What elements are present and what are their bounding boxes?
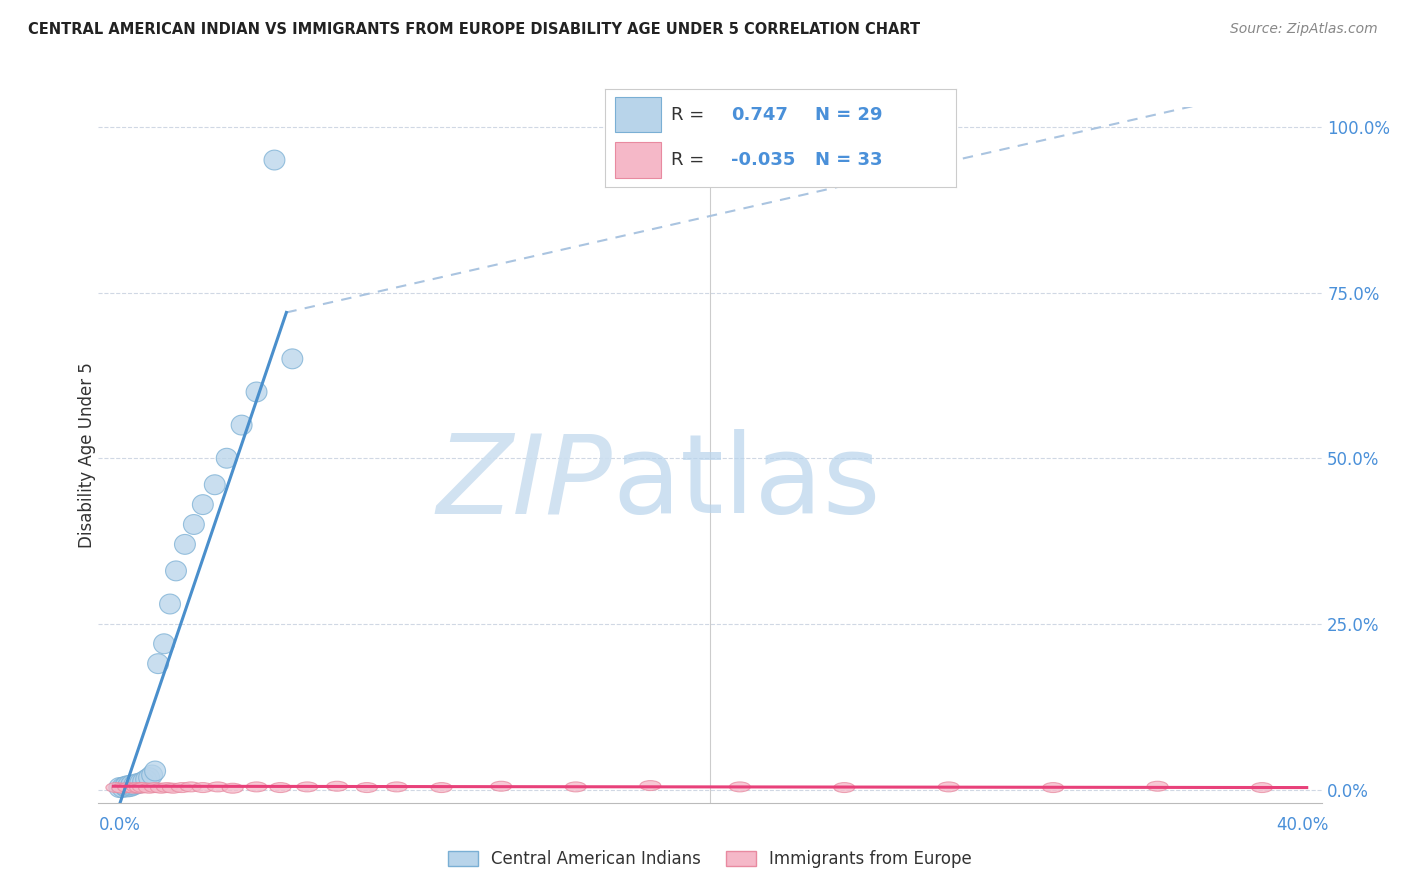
Ellipse shape <box>132 782 153 792</box>
Text: N = 29: N = 29 <box>815 106 883 124</box>
Text: 0.0%: 0.0% <box>98 816 141 834</box>
Ellipse shape <box>127 773 148 794</box>
Ellipse shape <box>163 783 183 793</box>
Y-axis label: Disability Age Under 5: Disability Age Under 5 <box>79 362 96 548</box>
Text: 40.0%: 40.0% <box>1277 816 1329 834</box>
Ellipse shape <box>115 777 136 797</box>
Ellipse shape <box>118 776 139 796</box>
Ellipse shape <box>148 654 169 673</box>
Ellipse shape <box>145 782 166 792</box>
Ellipse shape <box>297 782 318 792</box>
Text: atlas: atlas <box>612 429 880 536</box>
Ellipse shape <box>129 783 150 793</box>
Ellipse shape <box>204 475 225 495</box>
Ellipse shape <box>246 382 267 402</box>
Ellipse shape <box>139 768 160 788</box>
Ellipse shape <box>112 783 132 793</box>
Ellipse shape <box>281 349 302 368</box>
Ellipse shape <box>153 634 174 654</box>
Ellipse shape <box>132 772 153 791</box>
Ellipse shape <box>938 782 959 792</box>
Text: 0.747: 0.747 <box>731 106 787 124</box>
Text: -0.035: -0.035 <box>731 151 796 169</box>
Ellipse shape <box>1251 782 1272 792</box>
Ellipse shape <box>115 776 136 797</box>
Ellipse shape <box>193 495 214 515</box>
Ellipse shape <box>183 515 204 534</box>
Ellipse shape <box>270 782 291 792</box>
Ellipse shape <box>121 775 142 795</box>
Ellipse shape <box>1043 782 1063 792</box>
Ellipse shape <box>112 778 132 797</box>
Text: R =: R = <box>672 106 704 124</box>
Ellipse shape <box>565 782 586 792</box>
Ellipse shape <box>180 782 201 792</box>
Bar <box>616 97 661 132</box>
Ellipse shape <box>357 782 377 792</box>
Ellipse shape <box>127 782 148 792</box>
Ellipse shape <box>108 778 129 797</box>
Ellipse shape <box>1147 781 1168 791</box>
Ellipse shape <box>156 782 177 792</box>
Ellipse shape <box>174 534 195 554</box>
Bar <box>616 142 661 178</box>
Ellipse shape <box>730 782 751 792</box>
Ellipse shape <box>231 415 252 435</box>
Ellipse shape <box>105 782 127 792</box>
Text: R =: R = <box>672 151 704 169</box>
Ellipse shape <box>834 782 855 792</box>
Ellipse shape <box>150 783 172 793</box>
Text: Source: ZipAtlas.com: Source: ZipAtlas.com <box>1230 22 1378 37</box>
Ellipse shape <box>142 765 163 785</box>
Ellipse shape <box>118 782 139 792</box>
Ellipse shape <box>491 781 512 791</box>
Ellipse shape <box>246 782 267 792</box>
Ellipse shape <box>432 782 451 792</box>
Ellipse shape <box>121 776 142 797</box>
Text: CENTRAL AMERICAN INDIAN VS IMMIGRANTS FROM EUROPE DISABILITY AGE UNDER 5 CORRELA: CENTRAL AMERICAN INDIAN VS IMMIGRANTS FR… <box>28 22 921 37</box>
Ellipse shape <box>160 594 180 614</box>
Ellipse shape <box>640 780 661 790</box>
Ellipse shape <box>124 783 145 793</box>
Legend: Central American Indians, Immigrants from Europe: Central American Indians, Immigrants fro… <box>441 843 979 874</box>
Ellipse shape <box>136 770 156 789</box>
Ellipse shape <box>387 782 408 792</box>
Ellipse shape <box>124 775 145 795</box>
Text: ZIP: ZIP <box>436 429 612 536</box>
Ellipse shape <box>166 561 187 581</box>
Ellipse shape <box>139 783 160 793</box>
Ellipse shape <box>217 449 238 468</box>
Ellipse shape <box>264 150 285 170</box>
Ellipse shape <box>172 782 193 792</box>
Ellipse shape <box>207 782 228 792</box>
Ellipse shape <box>326 781 347 791</box>
Text: N = 33: N = 33 <box>815 151 883 169</box>
Ellipse shape <box>222 783 243 793</box>
Ellipse shape <box>145 761 166 780</box>
Ellipse shape <box>193 782 214 792</box>
Ellipse shape <box>129 773 150 793</box>
Ellipse shape <box>118 777 139 797</box>
